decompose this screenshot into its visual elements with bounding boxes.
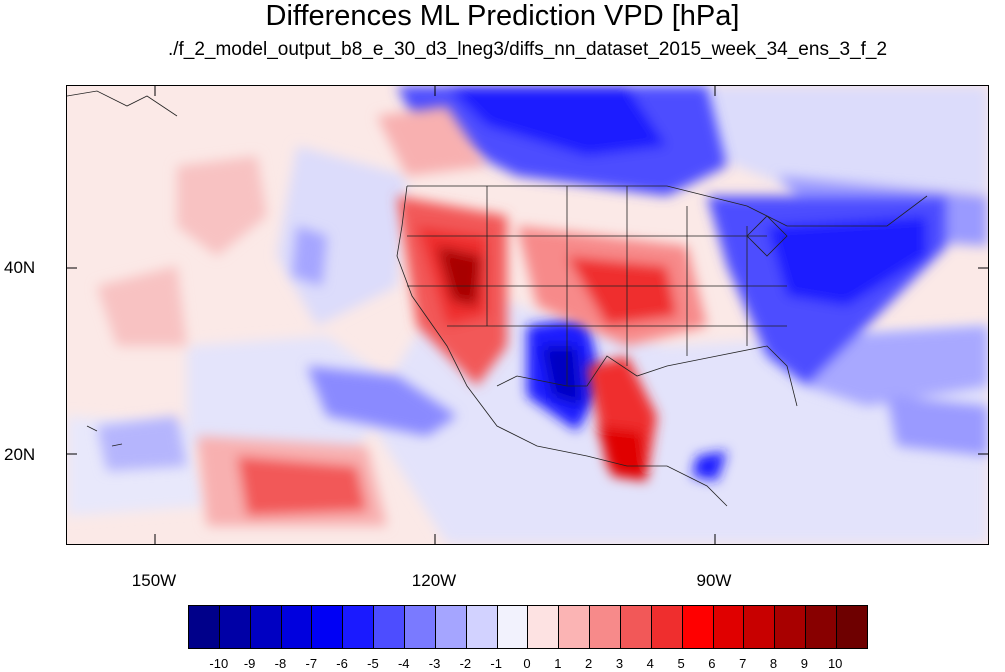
colorbar-box [744, 606, 776, 648]
colorbar-tick-label: -5 [367, 656, 379, 671]
colorbar-tick-label: 3 [615, 656, 624, 671]
colorbar-box [806, 606, 838, 648]
colorbar-tick-label: 1 [554, 656, 562, 671]
longitude-label-90w: 90W [696, 571, 732, 590]
latitude-label-40n: 40N [4, 258, 36, 277]
map-panel [66, 85, 989, 545]
colorbar-box [281, 606, 313, 648]
colorbar-box [775, 606, 807, 648]
colorbar-box [374, 606, 406, 648]
plot-subtitle: ./f_2_model_output_b8_e_30_d3_lneg3/diff… [167, 39, 888, 60]
longitude-label-120w: 120W [411, 571, 457, 590]
colorbar-box [837, 606, 867, 648]
colorbar-box [250, 606, 282, 648]
longitude-label-150w: 150W [131, 571, 177, 590]
colorbar-tick-label: -6 [336, 656, 348, 671]
colorbar-box [621, 606, 652, 648]
colorbar-box [343, 606, 375, 648]
map-ticks [67, 86, 988, 544]
colorbar [188, 605, 868, 649]
colorbar-tick-label: -4 [397, 656, 410, 671]
red-anomalies [97, 106, 707, 526]
colorbar-box [713, 606, 745, 648]
colorbar-tick-label: 2 [585, 656, 593, 671]
colorbar-box [405, 606, 436, 648]
colorbar-box [466, 606, 498, 648]
coastlines-and-borders [67, 90, 928, 507]
colorbar-tick-label: 5 [677, 656, 685, 671]
colorbar-box [528, 606, 560, 648]
colorbar-tick-label: -2 [459, 656, 472, 671]
colorbar-box [435, 606, 467, 648]
colorbar-tick-label: 4 [646, 656, 654, 671]
colorbar-tick-label: -1 [490, 656, 502, 671]
colorbar-box [219, 606, 251, 648]
colorbar-box [189, 606, 220, 648]
colorbar-box [590, 606, 622, 648]
plot-title: Differences ML Prediction VPD [hPa] [265, 0, 740, 32]
colorbar-tick-label: 9 [800, 656, 808, 671]
colorbar-tick-label: 8 [769, 656, 778, 671]
colorbar-tick-label: -3 [428, 656, 441, 671]
colorbar-tick-label: 6 [708, 656, 716, 671]
colorbar-tick-label: 7 [739, 656, 747, 671]
colorbar-tick-label: -10 [209, 656, 229, 671]
colorbar-tick-label: -7 [305, 656, 318, 671]
colorbar-box [682, 606, 714, 648]
colorbar-tick-label: -8 [274, 656, 287, 671]
colorbar-box [559, 606, 591, 648]
vpd-difference-map [67, 86, 988, 544]
colorbar-box [497, 606, 529, 648]
colorbar-box [651, 606, 683, 648]
colorbar-tick-label: 10 [827, 656, 843, 671]
blue-anomalies [97, 86, 988, 481]
colorbar-tick-label: 0 [523, 656, 531, 671]
colorbar-tick-label: -9 [243, 656, 256, 671]
colorbar-box [312, 606, 344, 648]
latitude-label-20n: 20N [4, 445, 36, 464]
